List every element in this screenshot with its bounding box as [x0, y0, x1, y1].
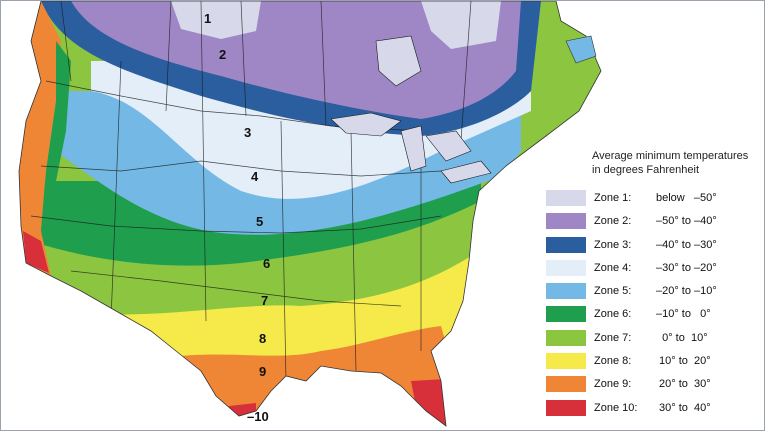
legend-zone-range: below –50° [656, 192, 717, 204]
legend-swatch-zone-9 [546, 376, 586, 393]
zone-label-8: 8 [259, 331, 267, 346]
legend-rows: Zone 1: below –50° Zone 2: –50° to –40° Zone… [546, 187, 761, 419]
legend-zone-range: –50° to –40° [656, 215, 717, 228]
legend-zone-range: 10° to 20° [656, 355, 711, 368]
legend-zone-name: Zone 8: [594, 355, 632, 368]
legend-row-zone-4: Zone 4: –30° to –20° [546, 257, 761, 279]
legend-swatch-zone-4 [546, 259, 586, 276]
legend-zone-name: Zone 5: [594, 285, 632, 298]
legend-zone-name: Zone 6: [594, 308, 632, 321]
legend-swatch-zone-8 [546, 353, 586, 370]
legend-row-zone-1: Zone 1: below –50° [546, 187, 761, 209]
legend-row-zone-3: Zone 3: –40° to –30° [546, 234, 761, 256]
legend-zone-name: Zone 10: [594, 401, 638, 414]
legend-swatch-zone-10 [546, 399, 586, 416]
legend-zone-name: Zone 4: [594, 261, 632, 274]
legend-row-zone-10: Zone 10: 30° to 40° [546, 397, 761, 419]
zone-label-1: 1 [204, 11, 212, 26]
legend: Average minimum temperatures in degrees … [546, 149, 761, 420]
legend-swatch-zone-5 [546, 283, 586, 300]
zone-label-2: 2 [219, 47, 227, 62]
legend-row-zone-7: Zone 7: 0° to 10° [546, 327, 761, 349]
legend-zone-name: Zone 1: [594, 192, 632, 204]
legend-zone-range: –10° to 0° [656, 308, 711, 321]
legend-zone-name: Zone 9: [594, 378, 632, 391]
legend-swatch-zone-7 [546, 329, 586, 346]
legend-title-line-2: in degrees Fahrenheit [592, 164, 700, 176]
legend-row-zone-9: Zone 9: 20° to 30° [546, 373, 761, 395]
legend-swatch-zone-6 [546, 306, 586, 323]
zone-label-10: –10 [247, 409, 269, 424]
legend-zone-range: –30° to –20° [656, 261, 717, 274]
legend-row-zone-6: Zone 6: –10° to 0° [546, 303, 761, 325]
zone-label-6: 6 [263, 256, 271, 271]
legend-zone-range: 0° to 10° [656, 331, 708, 344]
zone-label-7: 7 [261, 293, 269, 308]
zone-label-5: 5 [256, 214, 264, 229]
legend-row-zone-2: Zone 2: –50° to –40° [546, 210, 761, 232]
legend-zone-name: Zone 2: [594, 215, 632, 228]
legend-zone-name: Zone 3: [594, 238, 632, 251]
legend-zone-range: 20° to 30° [656, 378, 711, 391]
legend-zone-range: –40° to –30° [656, 238, 717, 251]
zone-label-9: 9 [259, 364, 267, 379]
zone-label-3: 3 [244, 125, 252, 140]
legend-title: Average minimum temperatures in degrees … [592, 149, 761, 177]
legend-row-zone-8: Zone 8: 10° to 20° [546, 350, 761, 372]
zone-label-4: 4 [251, 169, 259, 184]
legend-zone-range: –20° to –10° [656, 285, 717, 298]
legend-row-zone-5: Zone 5: –20° to –10° [546, 280, 761, 302]
legend-swatch-zone-1 [546, 190, 586, 206]
legend-zone-name: Zone 7: [594, 331, 632, 344]
legend-title-line-1: Average minimum temperatures [592, 150, 749, 162]
legend-zone-range: 30° to 40° [656, 401, 711, 414]
legend-swatch-zone-2 [546, 213, 586, 230]
legend-swatch-zone-3 [546, 236, 586, 253]
